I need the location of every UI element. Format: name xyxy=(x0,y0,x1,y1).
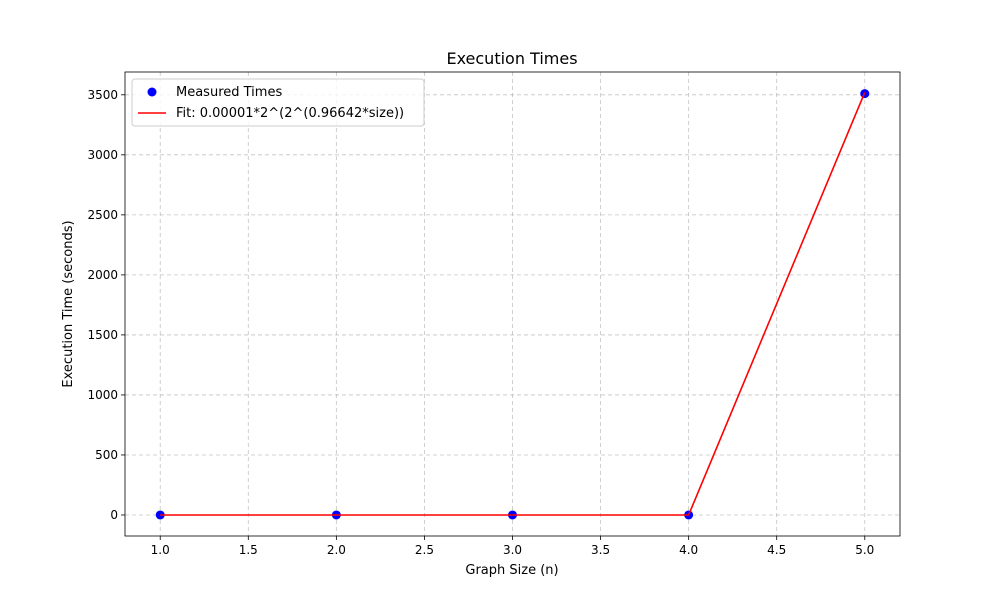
y-tick-label: 0 xyxy=(110,508,118,522)
fit-line xyxy=(160,92,866,516)
x-tick-label: 3.0 xyxy=(503,543,522,557)
x-axis-ticks: 1.0 1.5 2.0 2.5 3.0 3.5 4.0 4.5 5.0 xyxy=(151,536,874,557)
x-tick-label: 1.5 xyxy=(239,543,258,557)
legend: Measured Times Fit: 0.00001*2^(2^(0.9664… xyxy=(131,78,425,127)
legend-box xyxy=(131,78,425,127)
x-tick-label: 1.0 xyxy=(151,543,170,557)
x-tick-label: 3.5 xyxy=(591,543,610,557)
legend-marker-measured-times xyxy=(147,87,157,97)
y-tick-label: 1000 xyxy=(87,388,118,402)
chart-title: Execution Times xyxy=(446,49,577,68)
x-tick-label: 2.0 xyxy=(327,543,346,557)
y-tick-label: 3000 xyxy=(87,148,118,162)
y-tick-label: 2000 xyxy=(87,268,118,282)
legend-label-fit: Fit: 0.00001*2^(2^(0.96642*size)) xyxy=(176,106,404,121)
y-axis-label: Execution Time (seconds) xyxy=(61,220,76,387)
legend-label-measured-times: Measured Times xyxy=(176,85,282,100)
y-tick-label: 1500 xyxy=(87,328,118,342)
y-tick-label: 500 xyxy=(95,448,118,462)
x-tick-label: 4.5 xyxy=(767,543,786,557)
x-axis-label: Graph Size (n) xyxy=(465,563,558,578)
x-tick-label: 5.0 xyxy=(855,543,874,557)
x-tick-label: 4.0 xyxy=(679,543,698,557)
x-tick-label: 2.5 xyxy=(415,543,434,557)
y-tick-label: 2500 xyxy=(87,208,118,222)
y-axis-ticks: 0 500 1000 1500 2000 2500 3000 3500 xyxy=(87,88,125,522)
y-tick-label: 3500 xyxy=(87,88,118,102)
data-series xyxy=(155,89,870,520)
